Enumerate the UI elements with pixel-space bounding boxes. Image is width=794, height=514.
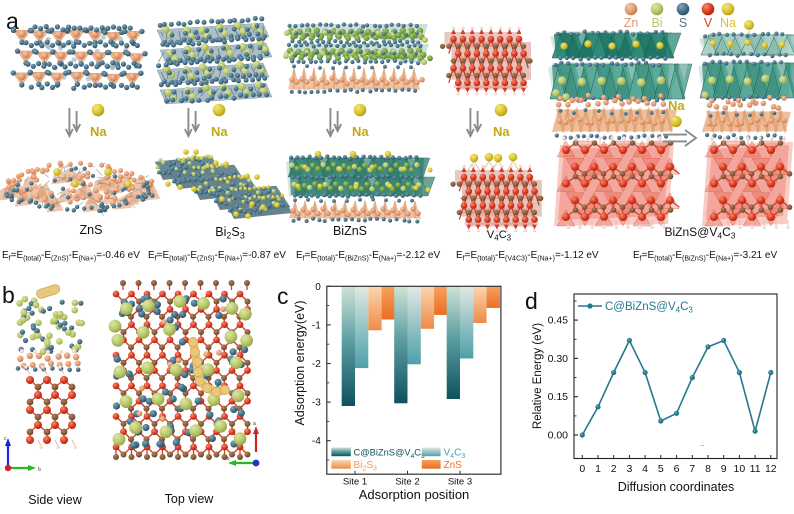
- svg-text:11: 11: [750, 463, 761, 475]
- svg-text:0.30: 0.30: [548, 353, 569, 365]
- svg-text:6: 6: [674, 463, 680, 475]
- svg-text:0.15: 0.15: [548, 391, 569, 403]
- svg-text:-4: -4: [312, 436, 321, 447]
- svg-text:Ef=E(total)-E(ZnS)-E(Na+)=-0.8: Ef=E(total)-E(ZnS)-E(Na+)=-0.87 eV: [148, 250, 286, 263]
- svg-text:-2: -2: [312, 359, 321, 370]
- svg-text:Bi: Bi: [651, 16, 662, 30]
- svg-text:0: 0: [315, 282, 321, 293]
- svg-text:C@BiZnS@V4C3: C@BiZnS@V4C3: [605, 301, 693, 315]
- svg-text:Na: Na: [720, 16, 736, 30]
- svg-text:Adsorption position: Adsorption position: [359, 487, 470, 502]
- svg-text:Top view: Top view: [165, 492, 215, 506]
- svg-text:BiZnS: BiZnS: [333, 224, 367, 238]
- svg-text:Diffusion coordinates: Diffusion coordinates: [618, 480, 735, 494]
- svg-text:4: 4: [642, 463, 648, 475]
- svg-text:5: 5: [658, 463, 664, 475]
- svg-text:d: d: [525, 288, 538, 314]
- svg-text:b: b: [38, 467, 41, 473]
- svg-text:Na: Na: [668, 98, 685, 113]
- svg-text:..: ..: [700, 439, 704, 448]
- svg-text:Side view: Side view: [28, 493, 82, 507]
- svg-text:Na: Na: [352, 124, 369, 139]
- svg-text:9: 9: [721, 463, 727, 475]
- svg-text:0: 0: [579, 463, 585, 475]
- svg-text:b: b: [2, 282, 15, 308]
- svg-text:0.00: 0.00: [548, 430, 569, 442]
- svg-text:S: S: [679, 16, 687, 30]
- svg-text:BiZnS@V4C3: BiZnS@V4C3: [664, 225, 735, 241]
- svg-text:Zn: Zn: [624, 16, 639, 30]
- svg-text:a: a: [253, 421, 256, 427]
- svg-text:3: 3: [626, 463, 632, 475]
- svg-text:c: c: [277, 283, 289, 309]
- svg-text:Relative Energy (eV): Relative Energy (eV): [532, 323, 544, 429]
- svg-text:0.45: 0.45: [548, 315, 569, 327]
- svg-text:7: 7: [689, 463, 695, 475]
- svg-text:Na: Na: [211, 124, 228, 139]
- svg-text:Ef=E(total)-E(ZnS)-E(Na+)=-0.4: Ef=E(total)-E(ZnS)-E(Na+)=-0.46 eV: [2, 250, 140, 263]
- svg-text:ZnS: ZnS: [444, 460, 463, 471]
- svg-text:-b: -b: [225, 456, 230, 462]
- svg-text:-3: -3: [312, 398, 321, 409]
- svg-text:-1: -1: [312, 320, 321, 331]
- svg-text:10: 10: [734, 463, 746, 475]
- svg-text:V: V: [704, 16, 713, 30]
- svg-text:2: 2: [611, 463, 617, 475]
- svg-text:8: 8: [705, 463, 711, 475]
- svg-text:Adsorption energy(eV): Adsorption energy(eV): [293, 300, 307, 425]
- svg-text:ZnS: ZnS: [80, 223, 103, 237]
- svg-text:Na: Na: [493, 124, 510, 139]
- svg-text:1: 1: [595, 463, 601, 475]
- svg-text:Na: Na: [90, 124, 107, 139]
- svg-text:12: 12: [765, 463, 777, 475]
